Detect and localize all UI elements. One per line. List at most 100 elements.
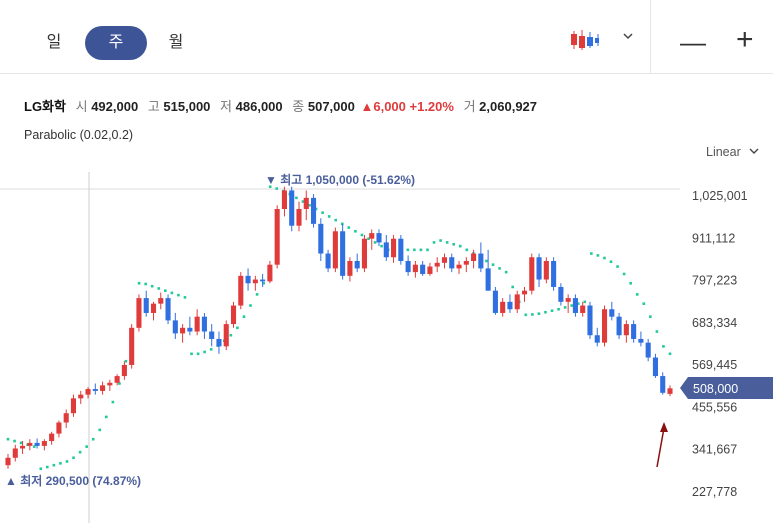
sar-dot: [360, 233, 364, 237]
sar-dot: [603, 256, 606, 260]
divider: [650, 0, 651, 73]
candle-body: [601, 309, 608, 343]
candle-body: [172, 320, 178, 334]
candle-body: [507, 301, 513, 310]
sar-dot: [576, 302, 580, 305]
zoom-in-button[interactable]: +: [736, 23, 754, 56]
sar-dot: [596, 254, 600, 257]
sar-dot: [196, 352, 200, 356]
sar-dot: [144, 282, 147, 286]
sar-dot: [439, 239, 442, 242]
sar-dot: [550, 309, 554, 313]
sar-dot: [170, 291, 174, 295]
candle-body: [383, 242, 389, 258]
candlestick-icon[interactable]: [568, 28, 600, 52]
sar-dot: [308, 203, 311, 207]
candle-body: [427, 266, 433, 274]
candle-body: [187, 327, 193, 332]
volume-label: 거: [463, 99, 476, 114]
candle-body: [485, 268, 491, 291]
sar-dot: [268, 185, 272, 189]
sar-dot: [255, 293, 259, 296]
sar-dot: [445, 241, 449, 244]
y-tick-label: 1,025,001: [692, 189, 748, 203]
tab-week[interactable]: 주: [85, 26, 147, 60]
candle-body: [325, 253, 331, 269]
candle-body: [107, 382, 113, 386]
scale-mode-dropdown[interactable]: Linear: [706, 145, 760, 159]
sar-dot: [321, 211, 324, 215]
volume-value: 2,060,927: [479, 99, 538, 114]
close-value: 507,000: [307, 99, 355, 114]
candle-body: [361, 238, 368, 269]
candle-body: [492, 290, 498, 313]
sar-dot: [426, 248, 429, 252]
candle-body: [332, 231, 338, 269]
candle-body: [230, 305, 237, 325]
chevron-down-icon: [749, 148, 759, 154]
open-value: 492,000: [91, 99, 139, 114]
candle-body: [652, 357, 658, 377]
candle-body: [521, 290, 528, 295]
sar-dot: [635, 293, 639, 296]
sar-dot: [242, 315, 246, 318]
sar-dot: [39, 467, 43, 471]
sar-dot: [236, 326, 239, 330]
current-price-badge: [680, 376, 773, 399]
sar-dot: [642, 302, 646, 305]
tab-month[interactable]: 월: [168, 34, 184, 51]
tab-day[interactable]: 일: [46, 34, 62, 51]
candle-body: [478, 253, 484, 269]
sar-dot: [183, 296, 187, 299]
sar-dot: [124, 359, 128, 363]
candle-body: [56, 422, 62, 434]
candle-body: [376, 233, 382, 243]
sar-dot: [511, 285, 514, 289]
sar-dot: [209, 348, 213, 351]
sar-dot: [52, 463, 56, 467]
candle-body: [194, 316, 200, 332]
candle-body: [660, 376, 666, 393]
zoom-out-button[interactable]: —: [680, 27, 706, 57]
sar-dot: [301, 200, 305, 203]
sar-dot: [413, 248, 416, 252]
y-tick-label: 341,667: [692, 443, 737, 457]
close-label: 종: [292, 99, 305, 114]
low-label: 저: [220, 99, 233, 114]
candle-body: [100, 385, 106, 391]
indicator-label[interactable]: Parabolic (0.02,0.2): [24, 128, 134, 142]
candle-body: [558, 286, 564, 302]
candle-body: [347, 260, 353, 276]
sar-dot: [590, 252, 593, 255]
y-tick-label: 911,112: [692, 231, 735, 245]
sar-dot: [544, 310, 547, 314]
low-value: 486,000: [235, 99, 283, 114]
candle-body: [238, 275, 244, 306]
sar-dot: [485, 259, 488, 263]
sar-dot: [203, 350, 206, 354]
open-label: 시: [75, 99, 88, 114]
sar-dot: [249, 304, 252, 307]
sar-dot: [662, 345, 665, 348]
candle-body: [529, 257, 535, 291]
candle-body: [260, 279, 266, 282]
candle-body: [92, 389, 98, 391]
y-tick-label: 683,334: [692, 316, 737, 330]
candle-body: [70, 398, 77, 414]
candle-body: [281, 190, 287, 209]
candle-body: [638, 338, 644, 343]
sar-dot: [78, 450, 82, 454]
sar-dot: [563, 306, 567, 309]
candle-body: [420, 264, 426, 274]
y-tick-label: 797,223: [692, 274, 737, 288]
stock-name: LG화학: [24, 99, 66, 114]
candle-body: [572, 298, 578, 313]
sar-dot: [105, 415, 108, 419]
chevron-down-icon[interactable]: [622, 30, 634, 45]
current-price-label: 508,000: [693, 382, 738, 396]
candle-body: [78, 394, 84, 399]
sar-dot: [668, 352, 672, 356]
candle-body: [623, 324, 629, 336]
candle-body: [150, 303, 157, 313]
